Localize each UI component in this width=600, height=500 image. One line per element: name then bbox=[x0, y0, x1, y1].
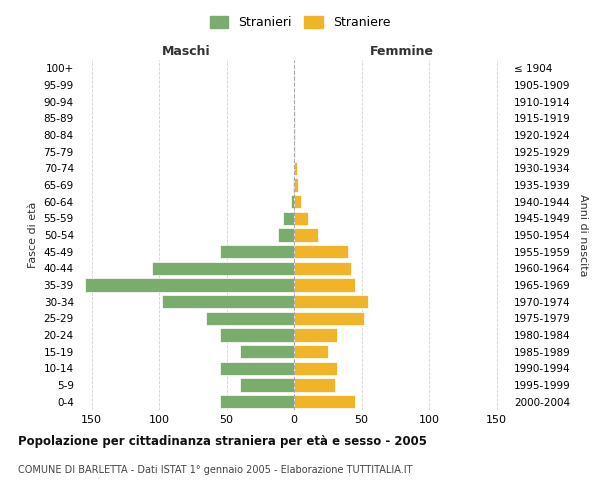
Text: Maschi: Maschi bbox=[161, 44, 211, 58]
Bar bbox=[294, 378, 335, 392]
Bar bbox=[220, 395, 294, 408]
Bar bbox=[294, 212, 308, 225]
Bar bbox=[294, 128, 295, 141]
Bar bbox=[294, 262, 350, 275]
Bar bbox=[283, 212, 294, 225]
Bar bbox=[220, 328, 294, 342]
Bar bbox=[294, 395, 355, 408]
Bar bbox=[220, 245, 294, 258]
Bar bbox=[220, 362, 294, 375]
Bar bbox=[152, 262, 294, 275]
Text: Popolazione per cittadinanza straniera per età e sesso - 2005: Popolazione per cittadinanza straniera p… bbox=[18, 435, 427, 448]
Bar bbox=[240, 378, 294, 392]
Y-axis label: Fasce di età: Fasce di età bbox=[28, 202, 38, 268]
Bar bbox=[294, 362, 337, 375]
Text: COMUNE DI BARLETTA - Dati ISTAT 1° gennaio 2005 - Elaborazione TUTTITALIA.IT: COMUNE DI BARLETTA - Dati ISTAT 1° genna… bbox=[18, 465, 413, 475]
Y-axis label: Anni di nascita: Anni di nascita bbox=[578, 194, 587, 276]
Bar bbox=[294, 345, 328, 358]
Bar bbox=[294, 162, 296, 175]
Bar bbox=[294, 178, 298, 192]
Bar bbox=[294, 112, 295, 125]
Bar bbox=[294, 328, 337, 342]
Bar bbox=[206, 312, 294, 325]
Bar bbox=[294, 278, 355, 291]
Bar bbox=[294, 228, 319, 241]
Bar bbox=[294, 295, 368, 308]
Bar bbox=[240, 345, 294, 358]
Bar bbox=[278, 228, 294, 241]
Bar bbox=[85, 278, 294, 291]
Bar bbox=[292, 195, 294, 208]
Text: Femmine: Femmine bbox=[370, 44, 434, 58]
Bar bbox=[294, 195, 301, 208]
Bar bbox=[294, 145, 295, 158]
Bar bbox=[294, 245, 348, 258]
Bar bbox=[161, 295, 294, 308]
Bar bbox=[293, 178, 294, 192]
Bar bbox=[294, 312, 364, 325]
Legend: Stranieri, Straniere: Stranieri, Straniere bbox=[205, 11, 395, 34]
